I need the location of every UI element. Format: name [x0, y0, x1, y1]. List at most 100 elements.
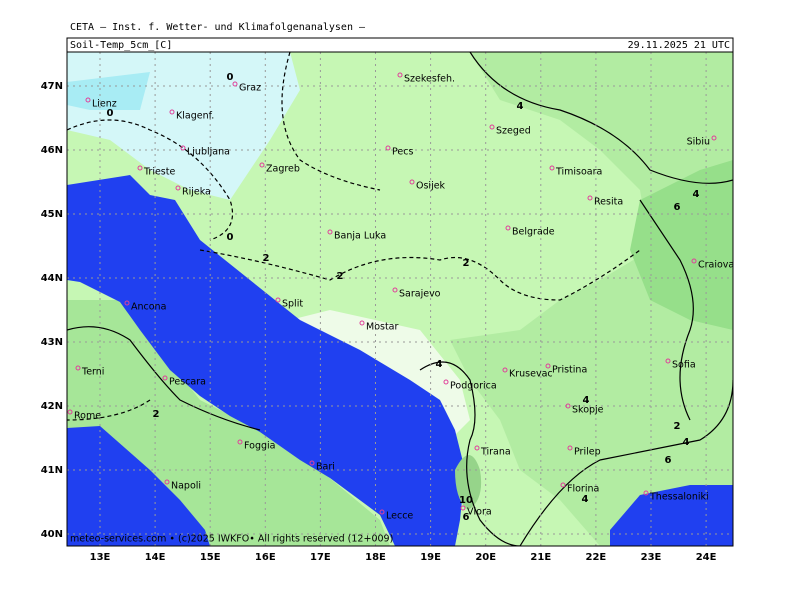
city-label: Ljubljana	[187, 147, 230, 158]
city-marker	[711, 135, 717, 141]
city-marker	[175, 185, 181, 191]
city-label: Vlora	[467, 507, 492, 518]
city-label: Szeged	[496, 126, 531, 137]
contour-line	[469, 52, 733, 184]
contour-label: 2	[463, 258, 470, 269]
city-label: Terni	[81, 367, 104, 378]
contour-label: 4	[582, 494, 589, 505]
city-label: Bari	[316, 462, 335, 473]
contour-line	[281, 52, 381, 191]
contour-label: 4	[693, 189, 700, 200]
contour-line	[639, 199, 694, 421]
city-marker	[567, 445, 573, 451]
tyrrhenian-sea	[67, 426, 210, 546]
city-label: Szekesfeh.	[404, 74, 455, 85]
city-marker	[691, 258, 697, 264]
warm-zone	[630, 160, 733, 330]
contour-line	[199, 249, 641, 301]
contour-label: 2	[337, 271, 344, 282]
lon-label: 20E	[475, 552, 496, 563]
contours	[67, 52, 733, 546]
city-marker	[180, 145, 186, 151]
city-marker	[665, 358, 671, 364]
contour-line	[67, 326, 261, 431]
copyright-footer: meteo-services.com • (c)2025 IWKFO• All …	[70, 534, 393, 545]
lon-label: 13E	[90, 552, 111, 563]
city-label: Tirana	[480, 447, 511, 458]
city-label: Napoli	[171, 481, 201, 492]
lon-label: 16E	[255, 552, 276, 563]
contour-label: 6	[674, 202, 681, 213]
warm-zone	[450, 52, 733, 546]
city-marker	[67, 409, 73, 415]
city-marker	[162, 375, 168, 381]
adriatic-sea	[67, 175, 465, 546]
city-marker	[359, 320, 365, 326]
contour-label: 2	[153, 409, 160, 420]
map-area: Lienz Graz Szekesfeh. Klagenf. Ljubljana Zagr…	[67, 52, 734, 546]
city-label: Timisoara	[555, 167, 602, 178]
city-marker	[237, 439, 243, 445]
city-label: Pecs	[392, 147, 413, 158]
contour-line	[67, 399, 151, 421]
city-label: Banja Luka	[334, 231, 386, 242]
lon-label: 15E	[200, 552, 221, 563]
city-label: Craiova	[698, 260, 734, 271]
city-label: Foggia	[244, 441, 275, 452]
city-marker	[549, 165, 555, 171]
city-label: Florina	[567, 484, 599, 495]
city-label: Resita	[594, 197, 623, 208]
contour-line	[419, 361, 521, 546]
city-label: Belgrade	[512, 227, 555, 238]
city-label: Lecce	[386, 511, 413, 522]
lon-label: 23E	[641, 552, 662, 563]
city-marker	[397, 72, 403, 78]
city-marker	[259, 162, 265, 168]
lon-label: 24E	[696, 552, 717, 563]
lat-label: 40N	[41, 529, 63, 540]
city-marker	[124, 300, 130, 306]
contour-label: 0	[227, 72, 234, 83]
lon-label: 18E	[365, 552, 386, 563]
map-frame	[66, 51, 734, 547]
city-marker	[327, 229, 333, 235]
city-marker	[545, 363, 551, 369]
city-marker	[85, 97, 91, 103]
contour-label: 0	[107, 108, 114, 119]
city-marker	[560, 482, 566, 488]
city-label: Split	[282, 299, 303, 310]
contour-label: 4	[683, 437, 690, 448]
lon-label: 17E	[310, 552, 331, 563]
city-label: Sofia	[672, 360, 696, 371]
city-label: Thessaloniki	[649, 492, 709, 503]
contour-label: 2	[674, 421, 681, 432]
city-marker	[164, 479, 170, 485]
aegean-sea	[610, 485, 733, 546]
city-label: Osijek	[416, 181, 446, 192]
city-marker	[474, 445, 480, 451]
city-label: Graz	[239, 83, 261, 94]
contour-label: 6	[463, 512, 470, 523]
city-marker	[443, 379, 449, 385]
contour-label: 4	[583, 395, 590, 406]
lat-label: 45N	[41, 209, 63, 220]
contour-label: 4	[517, 101, 524, 112]
lon-label: 14E	[145, 552, 166, 563]
lon-label: 21E	[530, 552, 551, 563]
city-marker	[232, 81, 238, 87]
city-marker	[392, 287, 398, 293]
lon-label: 22E	[586, 552, 607, 563]
lat-label: 46N	[41, 145, 63, 156]
city-marker	[505, 225, 511, 231]
parameter-label: Soil-Temp_5cm_[C]	[70, 40, 172, 51]
contour-label: 2	[263, 253, 270, 264]
city-marker	[137, 165, 143, 171]
institute-title: CETA – Inst. f. Wetter- und Klimafolgena…	[70, 22, 366, 33]
city-label: Sibiu	[687, 137, 710, 148]
city-marker	[379, 509, 385, 515]
valid-time: 29.11.2025 21 UTC	[628, 40, 730, 51]
city-marker	[169, 109, 175, 115]
contour-label: 6	[665, 455, 672, 466]
city-label: Rijeka	[182, 187, 211, 198]
contour-label: 10	[459, 495, 473, 506]
